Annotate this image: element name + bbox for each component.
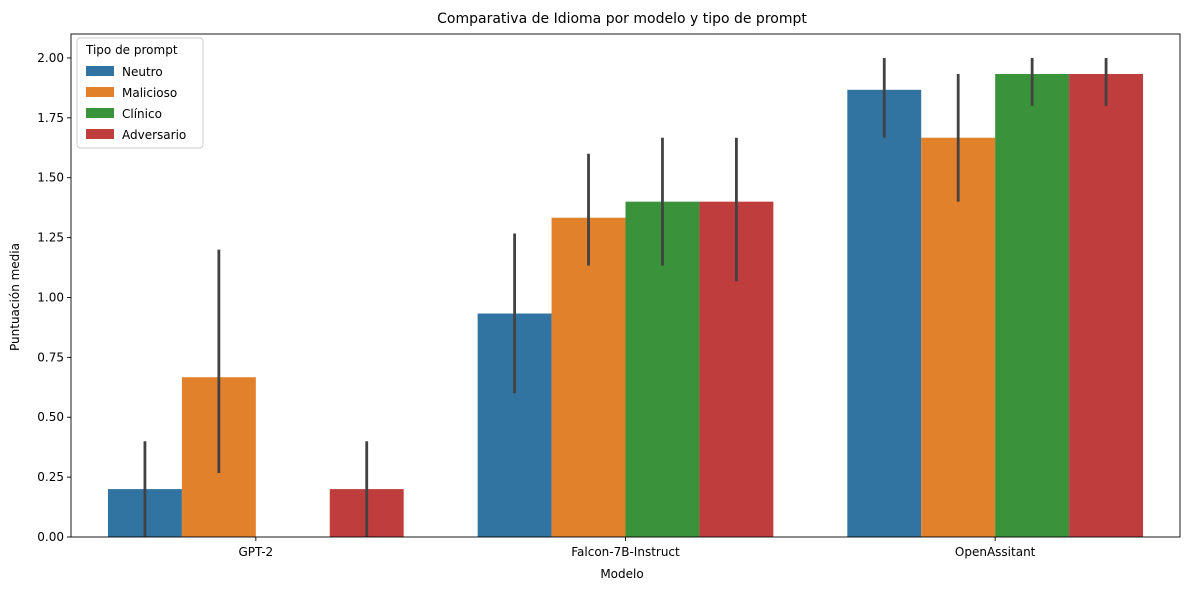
legend-entry: Malicioso bbox=[122, 86, 177, 100]
legend-entry: Adversario bbox=[122, 128, 186, 142]
legend-entry: Clínico bbox=[122, 107, 162, 121]
legend-box bbox=[76, 37, 204, 149]
legend-title: Tipo de prompt bbox=[85, 43, 178, 57]
legend: Tipo de prompt Neutro Malicioso Clínico Adve… bbox=[76, 37, 204, 149]
legend-swatch bbox=[86, 108, 114, 118]
y-tick-label: 1.00 bbox=[37, 290, 64, 304]
y-tick-label: 0.00 bbox=[37, 530, 64, 544]
bar bbox=[551, 217, 626, 537]
bar bbox=[995, 74, 1070, 537]
y-tick-label: 1.75 bbox=[37, 111, 64, 125]
bar bbox=[1069, 74, 1144, 537]
y-tick-label: 0.50 bbox=[37, 410, 64, 424]
legend-swatch bbox=[86, 66, 114, 76]
chart-title: Comparativa de Idioma por modelo y tipo … bbox=[437, 11, 807, 27]
legend-entry: Neutro bbox=[122, 65, 163, 79]
y-tick-label: 2.00 bbox=[37, 51, 64, 65]
x-tick-label: OpenAssitant bbox=[955, 545, 1036, 559]
bar bbox=[847, 89, 922, 537]
x-tick-label: Falcon-7B-Instruct bbox=[571, 545, 680, 559]
bar bbox=[921, 137, 996, 537]
y-tick-label: 1.25 bbox=[37, 231, 64, 245]
legend-swatch bbox=[86, 129, 114, 139]
y-tick-label: 0.75 bbox=[37, 350, 64, 364]
x-axis-label: Modelo bbox=[600, 567, 643, 581]
y-tick-label: 0.25 bbox=[37, 470, 64, 484]
x-tick-label: GPT-2 bbox=[238, 545, 273, 559]
plot-area: 0.00 0.25 0.50 0.75 1.00 1.25 1.50 1.75 2.00 GPT-… bbox=[37, 33, 1181, 559]
legend-swatch bbox=[86, 87, 114, 97]
y-tick-label: 1.50 bbox=[37, 171, 64, 185]
y-axis-label: Puntuación media bbox=[8, 243, 22, 351]
